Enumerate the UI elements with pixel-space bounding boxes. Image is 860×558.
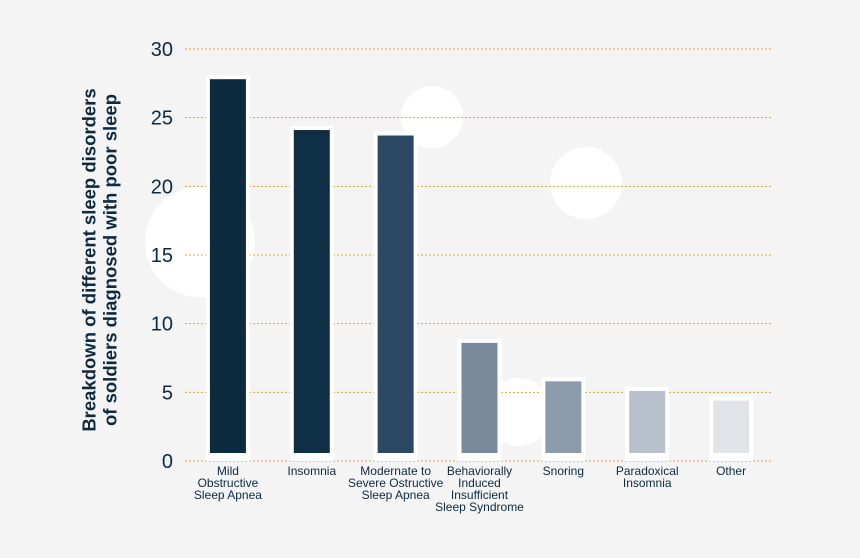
x-tick-label-line: Sleep Apnea xyxy=(194,488,262,502)
x-tick-label-line: Modernate to xyxy=(360,464,431,478)
x-tick-label-line: Behaviorally xyxy=(447,464,512,478)
y-axis-label-line: of soldiers diagnosed with poor sleep xyxy=(100,93,122,427)
x-tick-label-line: Insomnia xyxy=(287,464,336,478)
bar xyxy=(377,135,414,453)
x-tick-label: Mild Obstructive Sleep Apnea xyxy=(194,464,262,502)
x-tick-label-line: Snoring xyxy=(543,464,584,478)
bar xyxy=(293,130,330,453)
bars xyxy=(205,75,754,462)
bar xyxy=(461,342,498,453)
bar xyxy=(209,79,246,454)
gridlines xyxy=(185,48,772,462)
x-tick-label-line: Insufficient xyxy=(451,488,509,502)
x-tick-label-line: Induced xyxy=(458,476,501,490)
bar xyxy=(629,390,666,453)
x-tick-label-line: Sleep Syndrome xyxy=(435,500,524,514)
x-tick-label-line: Paradoxical xyxy=(616,464,679,478)
y-axis-label: Breakdown of different sleep disorders of… xyxy=(79,88,121,431)
x-tick-label-line: Mild xyxy=(217,464,239,478)
x-tick-label: Snoring xyxy=(543,464,584,478)
x-tick-label: Paradoxical Insomnia xyxy=(616,464,679,490)
x-tick-label-line: Other xyxy=(716,464,746,478)
y-axis-label-line: Breakdown of different sleep disorders xyxy=(79,88,101,432)
y-tick-labels: 0 5 10 15 20 25 30 xyxy=(151,39,173,473)
y-tick-label: 5 xyxy=(162,382,173,404)
x-tick-label: Other xyxy=(716,464,746,478)
y-tick-label: 25 xyxy=(151,108,173,130)
y-tick-label: 30 xyxy=(151,39,173,61)
y-tick-label: 0 xyxy=(162,451,173,473)
y-tick-label: 15 xyxy=(151,245,173,267)
x-tick-label-line: Severe Ostructive xyxy=(348,476,444,490)
y-axis-label-container: Breakdown of different sleep disorders of… xyxy=(40,60,160,460)
x-tick-label: Modernate to Severe Ostructive Sleep Apnea xyxy=(348,464,444,502)
y-tick-label: 10 xyxy=(151,314,173,336)
bar xyxy=(713,400,750,453)
x-tick-label-line: Sleep Apnea xyxy=(362,488,430,502)
x-tick-label: Behaviorally Induced Insufficient Sleep Syn… xyxy=(435,464,524,514)
y-tick-label: 20 xyxy=(151,176,173,198)
x-tick-label: Insomnia xyxy=(287,464,336,478)
x-tick-label-line: Obstructive xyxy=(198,476,259,490)
bar xyxy=(545,381,582,453)
x-tick-label-line: Insomnia xyxy=(623,476,672,490)
